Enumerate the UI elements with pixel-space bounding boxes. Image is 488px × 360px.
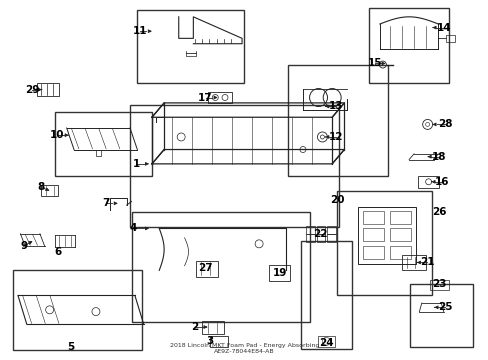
Text: 17: 17 [198,93,212,103]
Bar [202,321,223,334]
Bar [300,241,351,348]
Bar [207,93,232,103]
Bar [445,35,454,42]
Bar [417,176,438,188]
Bar [130,105,339,226]
Bar [409,284,472,347]
Bar [317,336,334,347]
Text: 2: 2 [191,322,198,332]
Text: 7: 7 [102,198,109,208]
Bar [316,226,325,234]
Text: 16: 16 [434,177,448,187]
Text: 19: 19 [272,268,286,278]
Bar [268,265,290,281]
Bar [38,83,59,96]
Text: 27: 27 [198,263,212,273]
Bar [305,226,314,234]
Bar [368,8,448,83]
Bar [137,10,244,83]
Bar [363,228,384,241]
Text: 25: 25 [437,302,451,312]
Text: 2018 Lincoln MKT Foam Pad - Energy Absorbing
AE9Z-78044E84-AB: 2018 Lincoln MKT Foam Pad - Energy Absor… [169,343,319,354]
Text: 28: 28 [437,120,451,129]
Bar [336,191,431,295]
Text: 14: 14 [436,23,450,33]
Text: 22: 22 [313,229,327,239]
Bar [288,65,387,176]
Text: 15: 15 [367,58,382,68]
Text: 24: 24 [318,338,333,348]
Bar [316,234,325,242]
Text: 29: 29 [25,85,39,95]
Bar [389,246,410,258]
Bar [13,270,142,350]
Text: 18: 18 [431,152,446,162]
Bar [132,212,309,321]
Text: 20: 20 [329,195,344,205]
Text: 9: 9 [20,241,27,251]
Bar [429,280,448,291]
Bar [305,234,314,242]
Text: 5: 5 [67,342,74,352]
Bar [389,211,410,224]
Text: 1: 1 [132,159,140,169]
Text: 6: 6 [55,247,62,257]
Bar [326,226,335,234]
Text: 4: 4 [129,224,137,233]
Bar [357,207,415,264]
Bar [363,211,384,224]
Text: 13: 13 [328,102,343,112]
Bar [326,234,335,242]
Bar [41,185,58,197]
Text: 8: 8 [37,182,44,192]
Text: 26: 26 [431,207,446,217]
Bar [196,261,217,277]
Bar [210,336,227,347]
Bar [55,112,152,176]
Text: 23: 23 [431,279,446,289]
Text: 3: 3 [206,336,214,346]
Text: 10: 10 [50,130,64,140]
Text: 21: 21 [419,257,433,267]
Bar [363,246,384,258]
Bar [402,255,425,270]
Bar [389,228,410,241]
Text: 11: 11 [132,26,147,36]
Text: 12: 12 [328,132,343,142]
